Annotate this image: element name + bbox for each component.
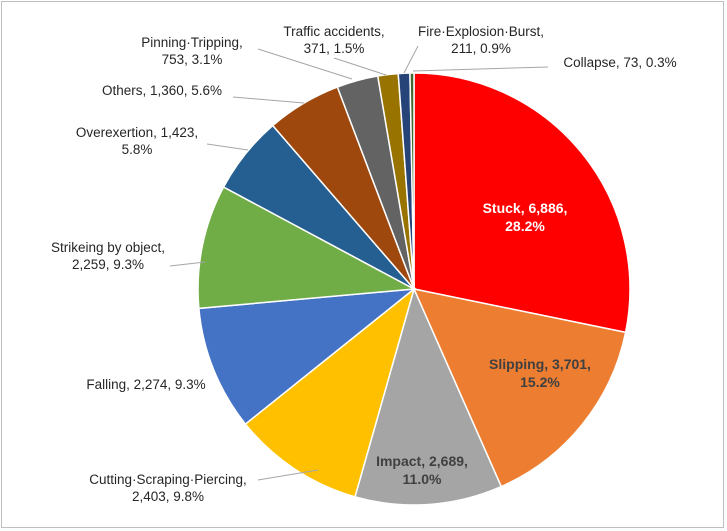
- leader-line: [169, 261, 206, 267]
- data-label: Traffic accidents, 371, 1.5%: [283, 24, 384, 56]
- data-label-line: 753, 3.1%: [162, 52, 223, 67]
- data-label: Stuck, 6,886, 28.2%: [483, 200, 568, 234]
- data-label-line: Others, 1,360, 5.6%: [102, 83, 222, 98]
- data-label-line: Cutting·Scraping·Piercing,: [89, 472, 247, 487]
- data-label-line: Overexertion, 1,423,: [76, 125, 198, 140]
- data-label-line: Falling, 2,274, 9.3%: [86, 377, 205, 392]
- data-label-line: 5.8%: [122, 142, 153, 157]
- pie-slice-stuck: [413, 72, 631, 334]
- leader-line: [257, 469, 319, 481]
- data-label-line: Pinning·Tripping,: [141, 35, 243, 50]
- leader-lines: [169, 45, 549, 481]
- data-label-line: 11.0%: [403, 471, 442, 487]
- leader-line: [412, 66, 549, 72]
- leader-line: [403, 45, 419, 74]
- leader-line: [206, 143, 249, 151]
- leader-line: [333, 57, 387, 76]
- data-label: Cutting·Scraping·Piercing, 2,403, 9.8%: [89, 472, 247, 504]
- data-label: Slipping, 3,701, 15.2%: [489, 356, 591, 390]
- data-label-line: 2,259, 9.3%: [72, 257, 144, 272]
- data-label: Strikeing by object, 2,259, 9.3%: [51, 240, 165, 272]
- pie-slice-strikeing-by-object: [197, 186, 417, 310]
- leader-line: [232, 96, 305, 104]
- data-label-line: Collapse, 73, 0.3%: [563, 55, 676, 70]
- data-label: Fire·Explosion·Burst, 211, 0.9%: [418, 24, 544, 56]
- leader-line: [257, 48, 353, 80]
- data-label-line: 371, 1.5%: [304, 41, 365, 56]
- data-label-line: Traffic accidents,: [283, 24, 384, 39]
- data-label: Pinning·Tripping, 753, 3.1%: [141, 35, 243, 67]
- data-label-line: Strikeing by object,: [51, 240, 165, 255]
- data-label-line: Slipping, 3,701,: [489, 356, 591, 372]
- data-label: Impact, 2,689, 11.0%: [376, 453, 468, 487]
- data-label-line: 211, 0.9%: [451, 41, 511, 56]
- data-label-line: Stuck, 6,886,: [483, 200, 568, 216]
- data-label: Overexertion, 1,423, 5.8%: [76, 125, 198, 157]
- data-label-line: Impact, 2,689,: [376, 453, 468, 469]
- pie-slice-cutting-scraping-piercing: [244, 286, 416, 498]
- data-label-line: 2,403, 9.8%: [132, 489, 204, 504]
- data-label-line: 28.2%: [505, 218, 545, 234]
- data-labels: Stuck, 6,886, 28.2% Slipping, 3,701, 15.2% I…: [51, 24, 677, 504]
- data-label: Others, 1,360, 5.6%: [102, 83, 222, 98]
- pie-slice-impact: [354, 286, 503, 506]
- data-label: Collapse, 73, 0.3%: [563, 55, 676, 70]
- data-label-line: Fire·Explosion·Burst,: [418, 24, 544, 39]
- data-label: Falling, 2,274, 9.3%: [86, 377, 205, 392]
- pie-slice-falling: [198, 288, 417, 426]
- data-label-line: 15.2%: [520, 374, 560, 390]
- pie-slices: [197, 72, 631, 506]
- pie-slice-slipping: [412, 287, 627, 488]
- pie-slice-collapse: [409, 72, 415, 290]
